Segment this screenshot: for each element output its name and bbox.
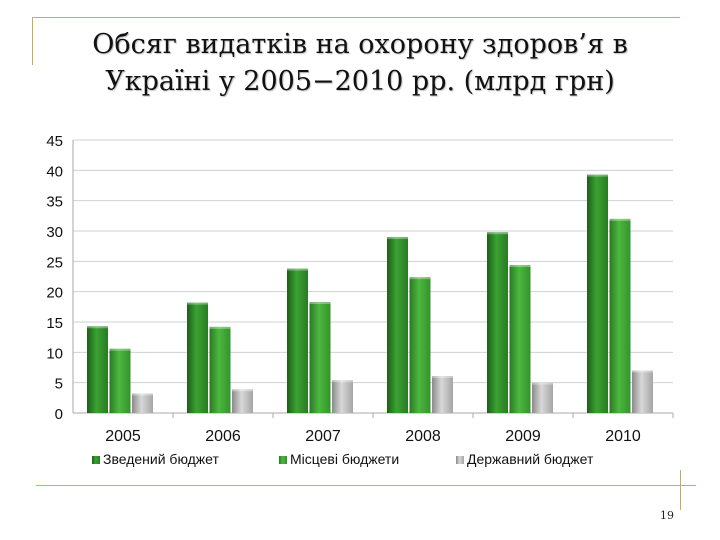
frame-top-line [32,17,680,18]
bar [332,380,353,413]
legend-label: Зведений бюджет [103,451,219,467]
bar-highlight [587,174,608,177]
y-tick-label: 30 [46,224,63,241]
bar [309,301,331,413]
y-tick-label: 35 [46,194,63,211]
bar-highlight [209,326,231,329]
x-tick-label: 2006 [205,428,241,445]
bar [532,382,553,413]
slide-title-line-2: Україні у 2005−2010 рр. (млрд грн) [105,66,615,97]
page-number: 19 [660,509,674,522]
bar-highlight [432,375,453,378]
bar-highlight [387,237,408,240]
y-tick-label: 20 [46,285,63,302]
bar-highlight [409,277,431,280]
bar-highlight [509,264,531,267]
bar [187,302,208,413]
bar-highlight [309,301,331,304]
slide-title: Обсяг видатків на охорону здоров’я в Укр… [40,26,680,100]
y-tick-label: 15 [46,315,63,332]
x-tick-label: 2009 [505,428,541,445]
bar [509,264,531,413]
y-tick-label: 40 [46,163,63,180]
bar-highlight [87,326,108,329]
y-tick-label: 5 [55,376,63,393]
x-tick-label: 2008 [405,428,441,445]
bar [487,232,508,413]
frame-right-line [680,470,681,510]
bar [232,389,253,413]
bar-highlight [232,389,253,392]
legend-label: Державний бюджет [467,451,594,467]
slide-title-line-1: Обсяг видатків на охорону здоров’я в [92,29,628,60]
y-tick-label: 25 [46,254,63,271]
bar-highlight [187,302,208,305]
legend-swatch [92,456,100,464]
bar-highlight [632,370,653,373]
legend-swatch [456,456,464,464]
bar [387,237,408,413]
x-tick-label: 2010 [605,428,641,445]
legend-label: Місцеві бюджети [290,451,399,467]
bar [409,277,431,413]
x-tick-label: 2007 [305,428,341,445]
y-tick-label: 0 [55,406,63,423]
bar [609,218,631,413]
y-tick-label: 10 [46,345,63,362]
frame-left-line [32,17,33,65]
bar [109,348,131,413]
y-tick-label: 45 [46,133,63,150]
bar [287,268,308,413]
bar-highlight [532,382,553,385]
x-tick-label: 2005 [105,428,141,445]
frame-bottom-line [36,485,696,486]
bar [587,174,608,413]
bar-highlight [487,232,508,235]
bar [209,326,231,413]
legend-swatch [279,456,287,464]
bar-highlight [609,218,631,221]
bar [632,370,653,413]
bar-highlight [132,393,153,396]
bar-highlight [109,348,131,351]
bar-highlight [332,380,353,383]
bar-highlight [287,268,308,271]
bar [432,375,453,413]
bar [87,326,108,413]
bar [132,393,153,413]
